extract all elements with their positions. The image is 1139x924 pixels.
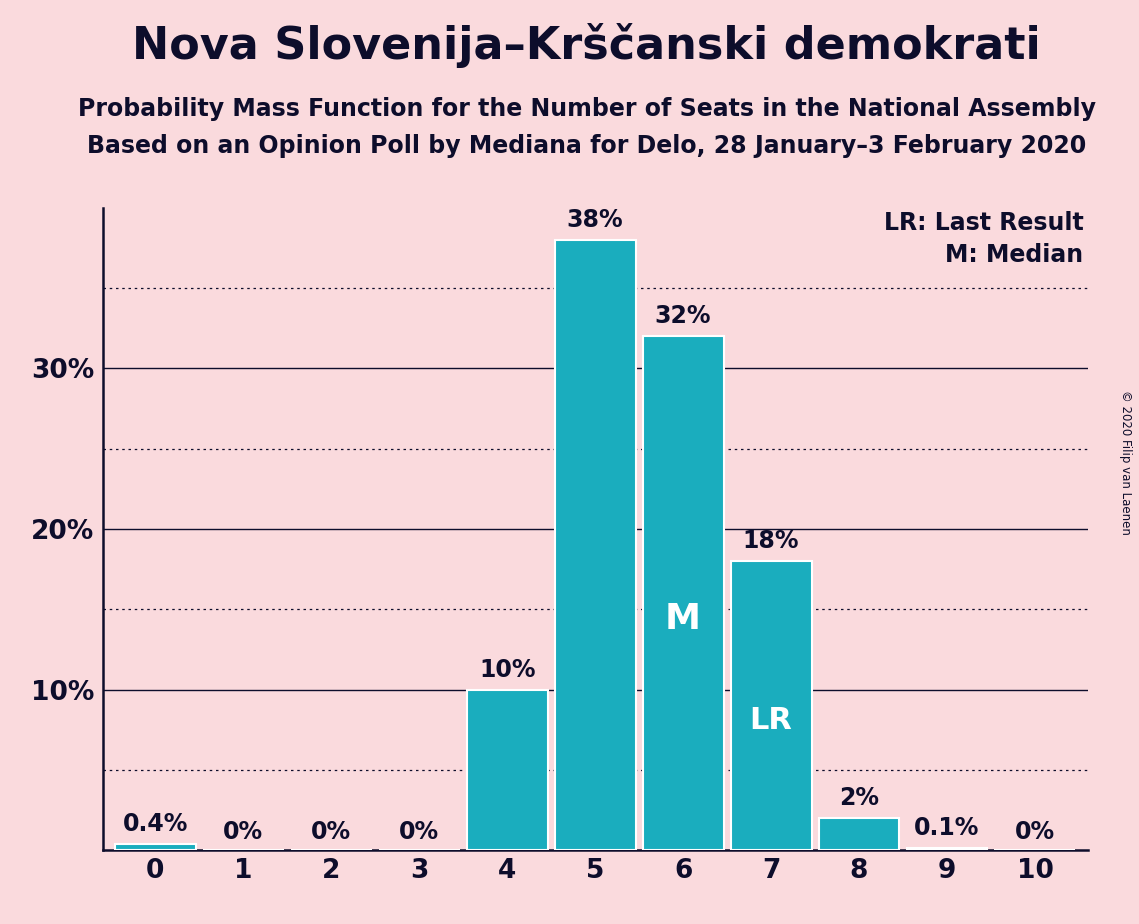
Text: 0%: 0% (311, 820, 351, 844)
Text: 32%: 32% (655, 304, 712, 328)
Text: M: M (665, 602, 702, 636)
Text: Nova Slovenija–Krščanski demokrati: Nova Slovenija–Krščanski demokrati (132, 23, 1041, 68)
Text: Based on an Opinion Poll by Mediana for Delo, 28 January–3 February 2020: Based on an Opinion Poll by Mediana for … (87, 134, 1087, 158)
Bar (642, 336, 723, 850)
Bar (555, 240, 636, 850)
Text: M: Median: M: Median (945, 243, 1083, 267)
Text: 2%: 2% (839, 786, 879, 810)
Text: © 2020 Filip van Laenen: © 2020 Filip van Laenen (1118, 390, 1132, 534)
Text: 38%: 38% (567, 208, 623, 232)
Bar (907, 848, 988, 850)
Text: 0%: 0% (1015, 820, 1055, 844)
Bar (467, 689, 548, 850)
Text: 18%: 18% (743, 529, 800, 553)
Text: 0%: 0% (399, 820, 440, 844)
Bar (819, 818, 900, 850)
Text: Probability Mass Function for the Number of Seats in the National Assembly: Probability Mass Function for the Number… (77, 97, 1096, 121)
Bar (115, 844, 196, 850)
Text: 0.1%: 0.1% (915, 817, 980, 841)
Text: 10%: 10% (478, 658, 535, 682)
Text: 0.4%: 0.4% (123, 811, 188, 835)
Bar (730, 561, 811, 850)
Text: LR: LR (749, 706, 793, 735)
Text: LR: Last Result: LR: Last Result (884, 211, 1083, 235)
Text: 0%: 0% (223, 820, 263, 844)
